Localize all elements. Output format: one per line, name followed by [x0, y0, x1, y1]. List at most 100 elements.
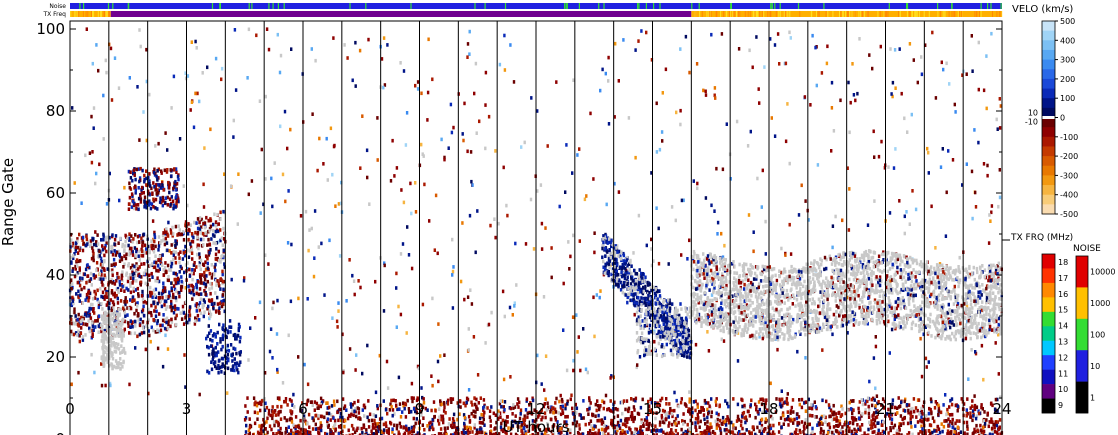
noise-spike — [107, 3, 110, 9]
echo-cell — [824, 415, 827, 420]
echo-cell — [965, 162, 968, 166]
echo-cell — [292, 432, 295, 435]
echo-cell — [940, 327, 943, 331]
echo-cell — [861, 412, 864, 416]
echo-cell — [472, 335, 476, 339]
echo-cell — [266, 430, 269, 435]
txfreq-tick — [842, 11, 844, 17]
echo-cell — [788, 161, 791, 166]
echo-cell — [891, 94, 894, 99]
echo-cell — [575, 423, 578, 428]
echo-cell — [258, 424, 261, 428]
echo-cell — [835, 416, 838, 420]
echo-cell — [355, 353, 358, 357]
echo-cell — [451, 273, 454, 277]
echo-cell — [553, 407, 557, 412]
echo-cell — [962, 276, 966, 281]
echo-cell — [502, 405, 505, 409]
echo-cell — [613, 115, 616, 119]
echo-cell — [776, 32, 780, 36]
echo-cell — [874, 300, 877, 305]
echo-cell — [98, 162, 101, 167]
echo-cell — [471, 403, 474, 407]
echo-cell — [431, 296, 434, 301]
echo-cell — [851, 421, 855, 426]
txfreq-tick — [951, 11, 953, 17]
echo-cell — [786, 295, 789, 299]
echo-cell — [594, 402, 597, 407]
echo-cell — [614, 41, 617, 46]
echo-cell — [332, 36, 335, 40]
echo-cell — [717, 412, 720, 417]
echo-cell — [734, 315, 737, 320]
echo-cell — [937, 427, 941, 431]
echo-cell — [476, 209, 479, 213]
echo-cell — [787, 423, 790, 427]
echo-cell — [841, 255, 844, 260]
echo-cell — [849, 420, 852, 425]
echo-cell — [459, 399, 462, 404]
echo-cell — [902, 298, 905, 303]
echo-cell — [306, 398, 310, 403]
echo-cell — [607, 122, 611, 126]
txfreq-tick — [87, 11, 89, 17]
echo-cell — [931, 319, 935, 324]
noise-spike — [691, 3, 693, 9]
echo-cell — [991, 403, 994, 408]
txfreq-tick — [753, 11, 755, 17]
echo-cell — [296, 432, 299, 435]
echo-cell — [857, 416, 861, 420]
echo-cell — [839, 98, 842, 103]
echo-cell — [486, 406, 489, 410]
echo-cell — [691, 432, 694, 435]
echo-cell — [383, 83, 387, 87]
echo-cell — [557, 428, 560, 433]
echo-cell — [568, 267, 571, 271]
txfreq-tick — [862, 11, 864, 17]
echo-cell — [862, 308, 865, 313]
echo-cell — [700, 405, 703, 410]
echo-cell — [890, 412, 894, 417]
echo-cell — [680, 397, 683, 401]
echo-cell — [422, 416, 425, 420]
echo-cell — [748, 269, 751, 274]
echo-cell — [892, 166, 896, 170]
echo-cell — [977, 40, 980, 45]
echo-cell — [277, 422, 280, 426]
txfreq-tick — [974, 11, 976, 17]
echo-cell — [323, 415, 326, 420]
echo-cell — [719, 431, 723, 435]
echo-cell — [869, 291, 872, 296]
echo-cell — [398, 407, 401, 411]
echo-cell — [886, 287, 889, 292]
echo-cell — [800, 327, 803, 331]
echo-cell — [297, 425, 301, 430]
echo-cell — [715, 426, 718, 430]
echo-cell — [306, 382, 310, 387]
echo-cell — [299, 430, 302, 434]
echo-cell — [401, 242, 405, 246]
echo-cell — [956, 408, 959, 413]
echo-cell — [871, 417, 875, 422]
echo-cell — [985, 54, 988, 58]
echo-cell — [792, 410, 795, 414]
echo-cell — [468, 29, 471, 34]
echo-cell — [540, 221, 544, 226]
echo-cell — [476, 407, 479, 411]
echo-cell — [889, 47, 892, 51]
echo-cell — [543, 411, 547, 415]
echo-cell — [875, 321, 879, 326]
echo-cell — [446, 402, 450, 406]
echo-cell — [572, 358, 575, 363]
echo-cell — [320, 428, 323, 433]
echo-cell — [547, 427, 550, 432]
echo-cell — [603, 416, 607, 420]
echo-cell — [224, 327, 228, 331]
echo-cell — [999, 302, 1002, 307]
echo-cell — [326, 419, 329, 424]
echo-cell — [702, 306, 705, 311]
echo-cell — [293, 432, 297, 435]
echo-cell — [881, 270, 884, 274]
echo-cell — [692, 255, 695, 259]
echo-cell — [259, 408, 262, 413]
